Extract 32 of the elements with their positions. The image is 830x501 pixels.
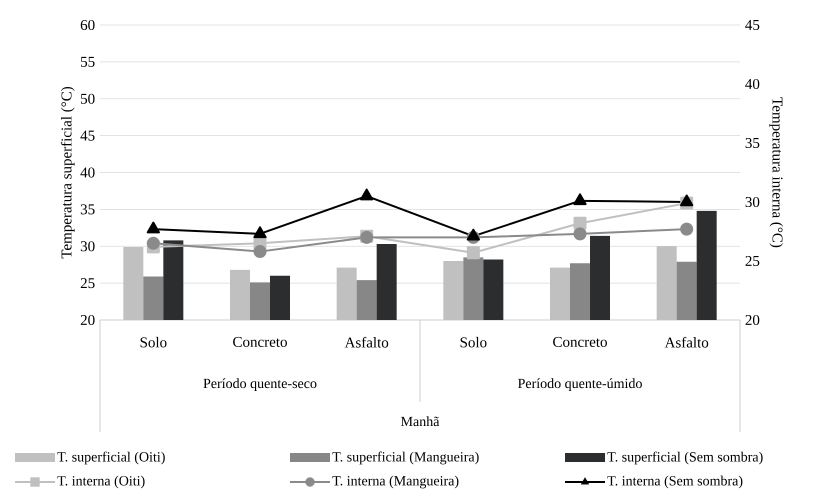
y-tick-label: 20 [80, 314, 95, 326]
legend-label: T. superficial (Sem sombra) [607, 452, 763, 464]
x-tick-label: Solo [460, 336, 487, 348]
y-tick-label: 25 [80, 278, 95, 288]
x-tick-label: Concreto [553, 336, 607, 347]
legend-label: T. interna (Mangueira) [332, 476, 458, 488]
x-tick-label: Concreto [233, 336, 287, 347]
text: Manhã [400, 416, 440, 426]
legend-label: T. superficial (Oiti) [57, 452, 165, 464]
y2-axis-title: Temperatura interna (°C) [769, 97, 784, 248]
y-tick-label: 35 [80, 204, 95, 214]
y2-tick-label: 30 [746, 196, 760, 208]
y-tick-label: 60 [80, 20, 95, 30]
y-tick-label: 40 [80, 167, 95, 178]
y2-tick-label: 20 [746, 314, 760, 326]
y-axis-title: Temperatura superficial (°C) [60, 86, 75, 258]
legend-label: T. superficial (Mangueira) [332, 452, 479, 464]
x-tick-label: Asfalto [664, 336, 708, 348]
x-tick-label: Asfalto [344, 336, 388, 348]
y2-tick-label: 35 [746, 138, 760, 148]
text: Período quente-seco [203, 378, 316, 391]
y-tick-label: 45 [80, 130, 95, 141]
y-tick-label: 55 [81, 56, 95, 67]
y2-tick-label: 45 [745, 20, 760, 30]
text: Período quente-úmido [518, 378, 642, 391]
x-tick-label: Solo [140, 336, 167, 348]
legend-label: T. interna (Sem sombra) [607, 476, 742, 488]
legend-label: T. interna (Oiti) [57, 476, 145, 488]
y-tick-label: 30 [80, 241, 95, 252]
y2-tick-label: 25 [746, 256, 760, 266]
y-tick-label: 50 [81, 94, 95, 104]
y2-tick-label: 40 [745, 78, 760, 90]
